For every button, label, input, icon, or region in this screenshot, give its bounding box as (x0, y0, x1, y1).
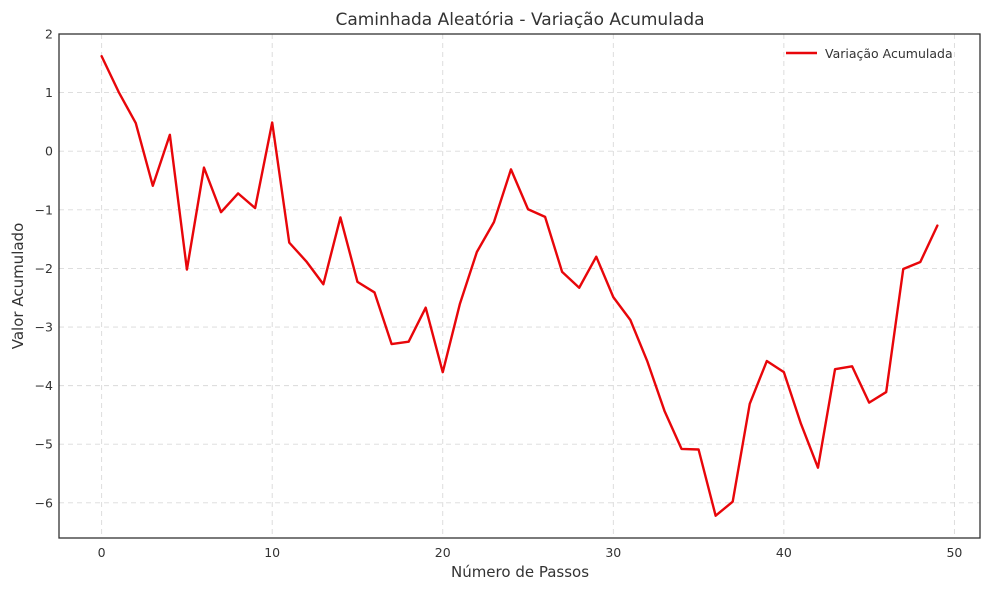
legend-label: Variação Acumulada (825, 46, 953, 61)
x-tick-label: 20 (435, 545, 451, 560)
series-layer (100, 55, 939, 517)
x-tick-label: 0 (98, 545, 106, 560)
x-tick-label: 40 (776, 545, 792, 560)
y-tick-label: −6 (35, 495, 53, 510)
y-axis-label: Valor Acumulado (9, 223, 27, 350)
x-tick-label: 50 (946, 545, 962, 560)
y-tick-label: −4 (35, 378, 53, 393)
x-axis-label: Número de Passos (451, 563, 589, 581)
y-tick-label: −3 (35, 320, 53, 335)
legend: Variação Acumulada (786, 46, 953, 61)
chart-title: Caminhada Aleatória - Variação Acumulada (335, 10, 704, 30)
plot-frame (58, 33, 981, 539)
y-tick-label: 2 (45, 27, 53, 42)
y-tick-label: −5 (35, 437, 53, 452)
x-axis-ticks: 0 10 20 30 40 50 (98, 545, 963, 560)
y-axis-ticks: 2 1 0 −1 −2 −3 −4 −5 −6 (35, 27, 53, 511)
grid (59, 33, 980, 538)
y-tick-label: −2 (35, 261, 53, 276)
y-tick-label: 0 (45, 144, 53, 159)
x-tick-label: 10 (264, 545, 280, 560)
series-line (100, 55, 939, 517)
x-tick-label: 30 (605, 545, 621, 560)
y-tick-label: −1 (35, 202, 53, 217)
y-tick-label: 1 (45, 85, 53, 100)
